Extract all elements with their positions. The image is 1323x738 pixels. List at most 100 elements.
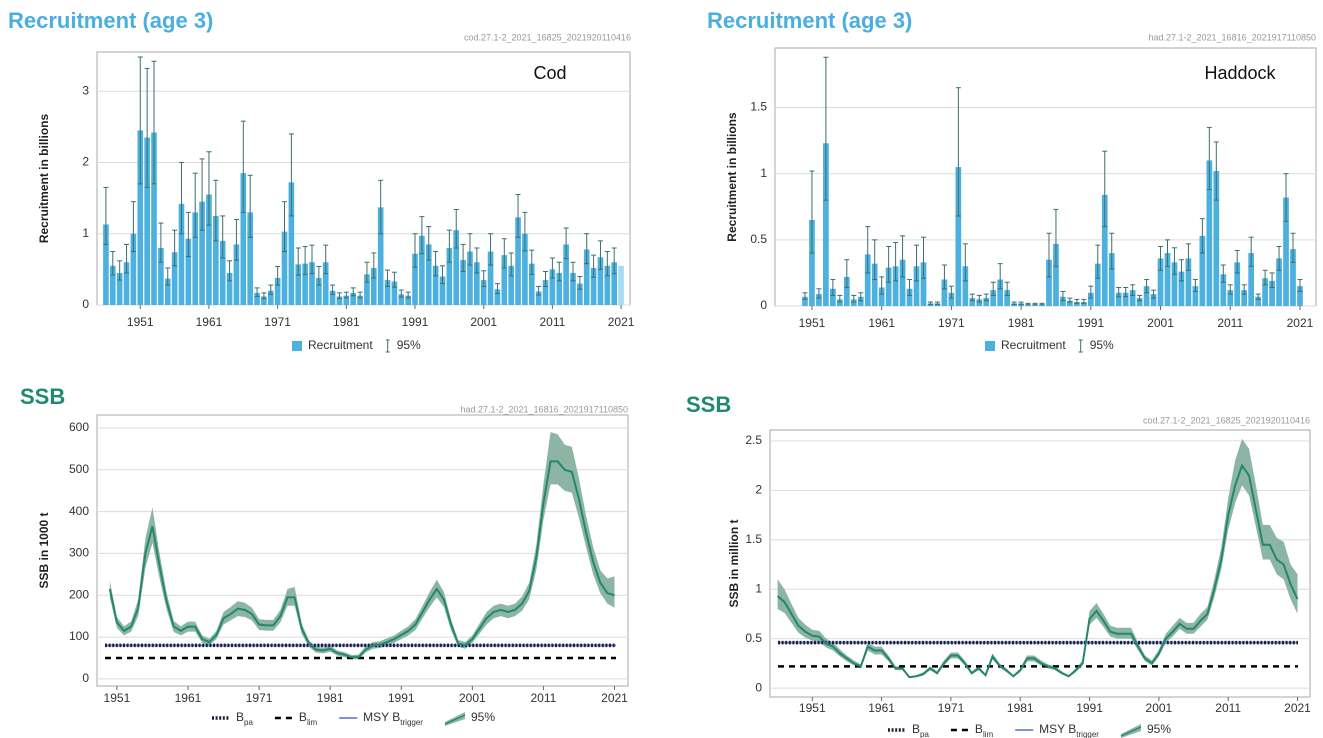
y-tick-label: 2.5 [745,433,762,447]
bar [412,253,418,305]
x-tick-label: 1981 [1007,701,1034,715]
error-bar [144,67,150,188]
error-bar [439,265,445,285]
y-tick-label: 2 [82,155,89,169]
source-label: had.27.1-2_2021_16816_2021917110850 [1148,32,1316,42]
error-bar [1192,279,1198,292]
error-bar [1262,269,1268,286]
x-tick-label: 1971 [246,691,273,705]
x-tick-label: 2011 [531,691,557,705]
bar [983,298,990,306]
error-bar [529,249,535,275]
bar [274,277,281,305]
error-bar [851,294,857,303]
bar [1053,243,1059,306]
x-tick-label: 1961 [868,701,895,715]
legend-label: 95% [1147,722,1171,736]
legend-swatch [292,341,302,351]
x-tick-label: 1961 [868,316,895,330]
error-bar [124,243,130,274]
bar [288,182,295,305]
error-bar [1109,232,1115,270]
error-bar [809,170,815,254]
bar [618,265,624,305]
annotation: Cod [533,63,566,83]
bar [1192,286,1199,306]
bar [316,277,322,305]
x-tick-label: 2021 [1287,316,1314,330]
error-bar [1025,302,1031,306]
error-bar [309,244,315,275]
x-tick-label: 2001 [1147,316,1174,330]
source-label: had.27.1-2_2021_16816_2021917110850 [460,404,628,414]
bar [240,173,247,305]
error-bar [1011,301,1017,306]
bar [836,299,843,306]
x-tick-label: 1951 [799,316,826,330]
error-bar [1137,294,1143,302]
error-bar [378,179,384,235]
error-bar [508,252,514,277]
x-tick-label: 2011 [539,315,565,329]
error-bar [865,226,871,274]
confidence-band [109,432,615,660]
bar [542,280,549,305]
error-bar [914,244,920,282]
error-bar [1046,232,1052,278]
error-bar [802,292,808,300]
error-bar [1185,243,1191,271]
legend-text: MSY B [1039,722,1076,736]
bar [1067,300,1073,306]
error-bar [316,266,322,286]
source-label: cod.27.1-2_2021_16825_2021920110416 [464,32,631,42]
error-bar [1283,173,1289,222]
y-axis-label: SSB in million t [727,519,741,607]
y-tick-label: 0 [755,680,762,694]
error-bar [192,172,198,238]
bar [1143,286,1150,306]
error-bar [433,251,439,277]
bar [816,294,822,306]
error-bar [453,209,459,249]
error-bar [336,292,342,300]
error-bar [1165,239,1171,267]
plot-frame [96,414,629,687]
bar [419,235,425,305]
legend-text: B [975,722,983,736]
error-bar [1171,247,1177,275]
error-bar [426,226,432,261]
x-tick-label: 1991 [402,315,429,329]
bar [878,287,885,306]
bar [199,201,205,305]
bar [391,281,398,305]
error-bar [962,243,968,282]
error-bar [158,222,164,263]
y-tick-label: 500 [69,462,89,476]
error-bar [1220,264,1226,283]
bar [254,292,260,305]
bar [577,283,583,305]
bar [467,251,473,305]
error-bar [137,56,143,185]
legend-text: B [299,710,307,724]
bar [823,143,829,306]
legend-subscript: lim [307,718,318,727]
y-tick-label: 0.5 [750,232,767,246]
error-bar [172,229,178,267]
error-bar [556,261,562,282]
error-bar [419,216,425,255]
error-bar [1018,301,1024,306]
error-bar [522,211,528,252]
x-tick-label: 2001 [1146,701,1173,715]
legend-label: Recruitment [1001,338,1066,352]
error-bar [1178,259,1184,282]
bar [109,265,116,305]
bar [384,280,391,305]
error-bar [844,259,850,288]
x-tick-label: 2011 [1215,701,1241,715]
error-bar [816,288,822,299]
error-bar [275,266,281,286]
bar [164,278,171,305]
error-bar [295,247,301,276]
bar [1060,296,1066,306]
